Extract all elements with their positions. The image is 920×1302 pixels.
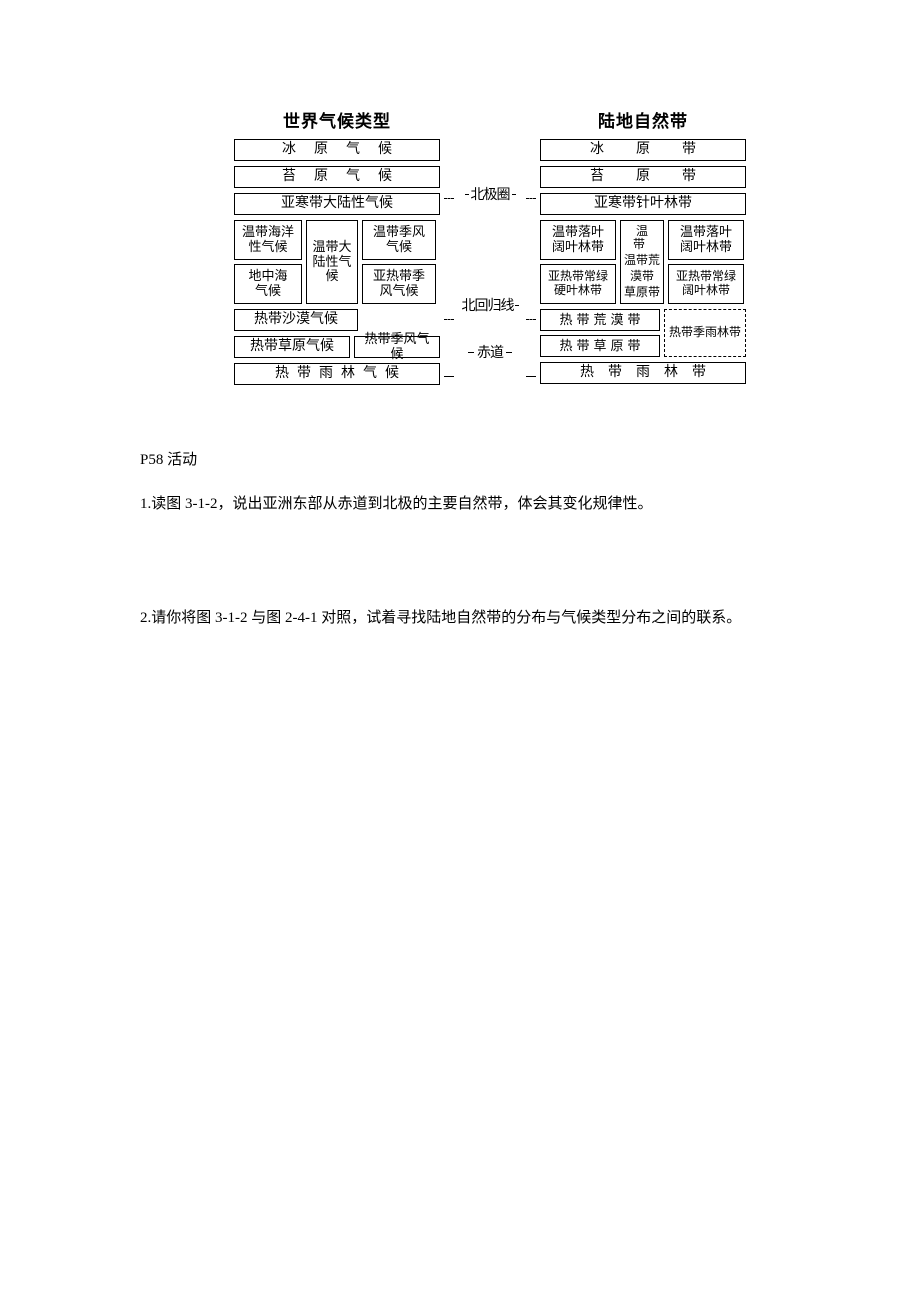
biome-tropical-monsoon-forest: 热带季雨林带 (664, 309, 746, 357)
biome-title: 陆地自然带 (540, 110, 746, 134)
climate-tropical-desert: 热带沙漠气候 (234, 309, 358, 331)
solid-connector (526, 376, 536, 377)
biome-tropical-block: 热带荒漠带 热带草原带 热带季雨林带 (540, 309, 746, 357)
biome-deciduous-east: 温带落叶 阔叶林带 (668, 220, 744, 260)
dash-connector (444, 319, 454, 320)
biome-taiga: 亚寒带针叶林带 (540, 193, 746, 215)
climate-marine-west: 温带海洋 性气候 (234, 220, 302, 260)
climate-temperate-row: 温带海洋 性气候 地中海 气候 温带大 陆性气 候 (234, 220, 440, 304)
right-connector-col (526, 110, 536, 382)
activity-heading: P58 活动 (140, 445, 780, 475)
biome-tropical-desert: 热带荒漠带 (540, 309, 660, 331)
answer-space-1 (140, 533, 780, 603)
dash-connector (526, 198, 536, 199)
dash-connector (526, 319, 536, 320)
dash-connector (444, 198, 454, 199)
biome-temperate-interior: 温带 温带荒 漠带 草原带 (620, 220, 664, 304)
question-2: 2.请你将图 3-1-2 与图 2-4-1 对照，试着寻找陆地自然带的分布与气候… (140, 603, 780, 633)
climate-temp-col-west: 温带海洋 性气候 地中海 气候 (234, 220, 302, 304)
biome-evergreen-broadleaf: 亚热带常绿 阔叶林带 (668, 264, 744, 304)
climate-mediterranean: 地中海 气候 (234, 264, 302, 304)
climate-subarctic: 亚寒带大陆性气候 (234, 193, 440, 215)
tropic-cancer-label: 北回归线 (462, 294, 519, 316)
biome-temperate-row: 温带落叶 阔叶林带 亚热带常绿 硬叶林带 温带 温带荒 漠带 草原带 (540, 220, 746, 304)
climate-continental: 温带大 陆性气 候 (306, 220, 358, 304)
left-connector-col (444, 110, 454, 382)
climate-rainforest: 热带雨林气候 (234, 363, 440, 385)
climate-tundra: 苔原气候 (234, 166, 440, 188)
climate-panel: 世界气候类型 冰原气候 苔原气候 亚寒带大陆性气候 温带海洋 性气候 地中海 气… (234, 110, 440, 385)
diagram-container: 世界气候类型 冰原气候 苔原气候 亚寒带大陆性气候 温带海洋 性气候 地中海 气… (60, 110, 860, 385)
climate-biome-diagram: 世界气候类型 冰原气候 苔原气候 亚寒带大陆性气候 温带海洋 性气候 地中海 气… (234, 110, 746, 385)
climate-tropical-monsoon: 热带季风气候 (354, 336, 440, 358)
biome-rainforest: 热带雨林带 (540, 362, 746, 384)
solid-connector (444, 376, 454, 377)
climate-savanna: 热带草原气候 (234, 336, 350, 358)
latitude-labels: 北极圈 北回归线 赤道 (458, 110, 522, 363)
equator-label: 赤道 (468, 341, 512, 363)
biome-ice-cap: 冰原带 (540, 139, 746, 161)
climate-tropical-row: 热带草原气候 热带季风气候 (234, 336, 440, 358)
climate-temperate-monsoon: 温带季风 气候 (362, 220, 436, 260)
biome-panel: 陆地自然带 冰原带 苔原带 亚寒带针叶林带 温带落叶 阔叶林带 亚热带常绿 硬叶… (540, 110, 746, 384)
biome-temp-col-west: 温带落叶 阔叶林带 亚热带常绿 硬叶林带 (540, 220, 616, 304)
biome-trop-col-left: 热带荒漠带 热带草原带 (540, 309, 660, 357)
biome-tundra: 苔原带 (540, 166, 746, 188)
climate-temp-col-east: 温带季风 气候 亚热带季 风气候 (362, 220, 436, 304)
climate-ice-cap: 冰原气候 (234, 139, 440, 161)
biome-savanna: 热带草原带 (540, 335, 660, 357)
biome-sclerophyll: 亚热带常绿 硬叶林带 (540, 264, 616, 304)
climate-subtropical-monsoon: 亚热带季 风气候 (362, 264, 436, 304)
climate-title: 世界气候类型 (234, 110, 440, 134)
arctic-circle-label: 北极圈 (465, 183, 516, 205)
biome-deciduous-west: 温带落叶 阔叶林带 (540, 220, 616, 260)
question-1: 1.读图 3-1-2，说出亚洲东部从赤道到北极的主要自然带，体会其变化规律性。 (140, 489, 780, 519)
biome-temp-col-east: 温带落叶 阔叶林带 亚热带常绿 阔叶林带 (668, 220, 744, 304)
page: 世界气候类型 冰原气候 苔原气候 亚寒带大陆性气候 温带海洋 性气候 地中海 气… (0, 0, 920, 687)
questions-section: P58 活动 1.读图 3-1-2，说出亚洲东部从赤道到北极的主要自然带，体会其… (140, 445, 780, 633)
